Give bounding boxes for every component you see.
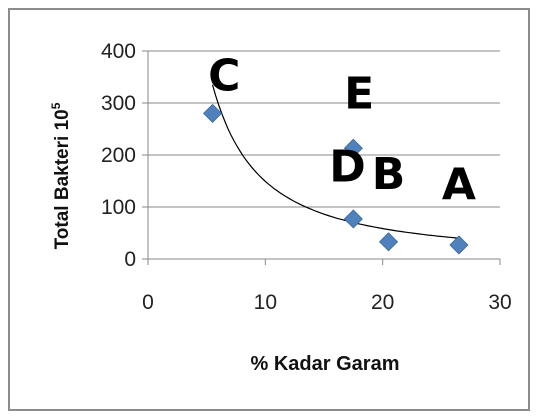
x-axis-label: % Kadar Garam — [251, 353, 400, 375]
annotation-c: C — [208, 50, 240, 101]
data-point-1 — [202, 103, 223, 123]
x-tick-label-10: 10 — [254, 291, 277, 314]
axes — [142, 50, 501, 265]
y-axis-label-text: Total Bakteri 10 — [52, 109, 73, 249]
trendline — [211, 84, 459, 239]
y-tick-label-300: 300 — [101, 92, 136, 115]
y-tick-label-0: 0 — [124, 248, 136, 271]
y-tick-label-100: 100 — [101, 196, 136, 219]
data-point-3 — [343, 209, 363, 229]
y-tick-label-200: 200 — [101, 144, 136, 167]
x-tick-labels: 0 10 20 30 — [142, 291, 512, 314]
x-tick-label-20: 20 — [371, 291, 394, 314]
y-axis-label: Total Bakteri 105 — [49, 102, 73, 249]
y-axis-label-superscript: 5 — [49, 102, 63, 109]
point-annotations: C ED B A — [208, 50, 476, 210]
annotation-d: D — [329, 141, 366, 192]
x-tick-label-30: 30 — [488, 291, 511, 314]
data-points — [202, 103, 469, 255]
annotation-a: A — [442, 160, 476, 211]
annotation-b: B — [372, 149, 406, 200]
y-tick-labels: 0 100 200 300 400 — [101, 40, 136, 271]
data-point-5 — [449, 235, 469, 255]
y-tick-label-400: 400 — [101, 40, 136, 63]
chart-frame — [8, 8, 530, 411]
trendline-path — [211, 84, 459, 239]
data-point-2 — [343, 138, 363, 158]
gridlines — [148, 50, 500, 260]
x-tick-label-0: 0 — [142, 291, 154, 314]
annotation-e: E — [344, 69, 374, 120]
data-point-4 — [378, 232, 399, 252]
